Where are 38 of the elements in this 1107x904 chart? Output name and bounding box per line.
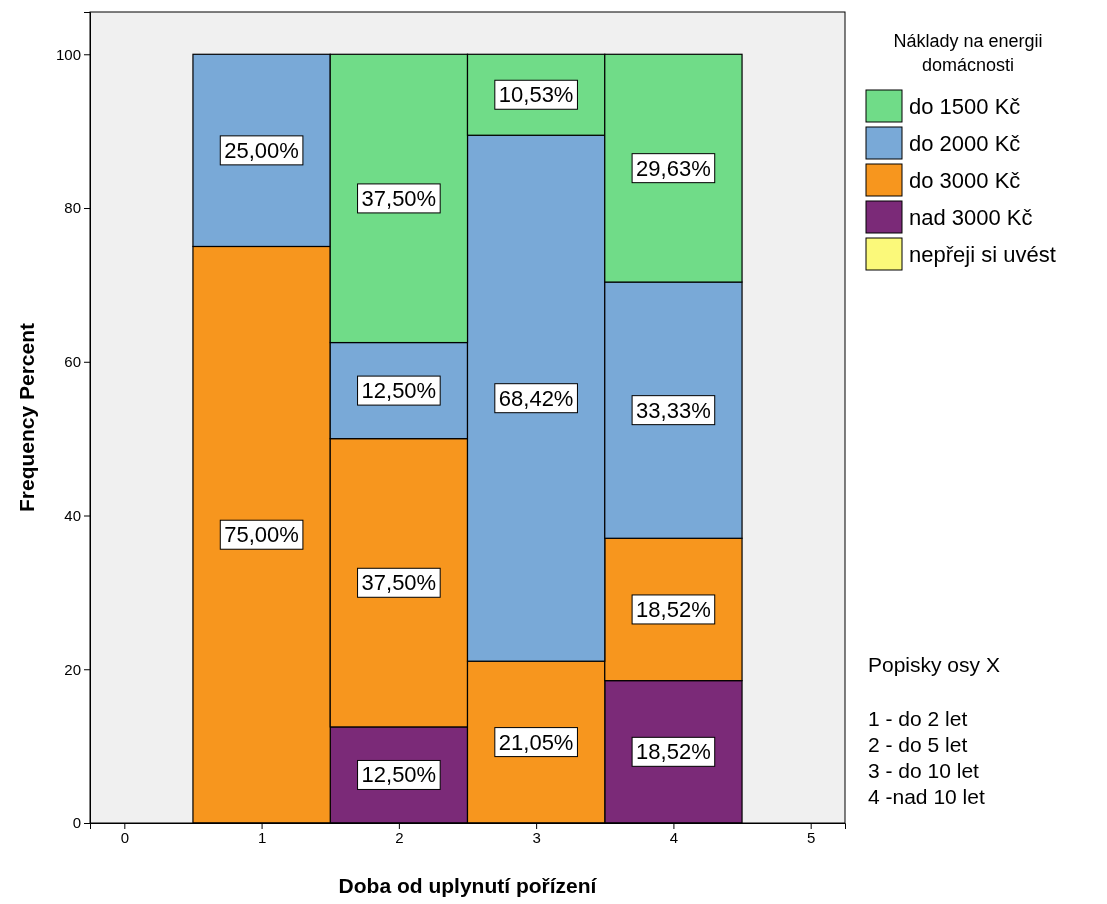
text: 1 - do 2 let <box>868 707 968 730</box>
y-tick-label: 20 <box>64 660 81 678</box>
x-tick-label: 4 <box>669 828 679 846</box>
text: 2 - do 5 let <box>868 733 968 756</box>
y-tick-label: 40 <box>64 506 81 524</box>
text: 4 -nad 10 let <box>868 785 985 808</box>
legend-title: Náklady na energii domácnosti <box>893 31 1043 75</box>
x-tick-label: 3 <box>532 828 541 846</box>
text: 3 - do 10 let <box>868 759 980 782</box>
legend-label: do 2000 Kč <box>909 131 1021 156</box>
data-label: 68,42% <box>498 385 574 411</box>
data-label: 37,50% <box>361 570 437 596</box>
y-tick-label: 80 <box>64 199 81 217</box>
data-label: 25,00% <box>224 137 299 163</box>
data-label: 12,50% <box>361 762 437 788</box>
y-tick-label: 60 <box>64 353 81 371</box>
data-label: 75,00% <box>224 522 299 548</box>
data-label: 18,52% <box>636 739 711 765</box>
data-label: 37,50% <box>361 185 437 211</box>
x-axis-title: Doba od uplynutí pořízení <box>338 874 598 897</box>
y-tick-label: 100 <box>55 45 81 63</box>
legend-label: nad 3000 Kč <box>909 205 1033 230</box>
y-axis-title: Frequency Percent <box>15 322 38 513</box>
legend-label: do 1500 Kč <box>909 94 1021 119</box>
data-label: 12,50% <box>361 378 437 404</box>
data-label: 33,33% <box>636 397 711 423</box>
data-label: 21,05% <box>498 729 574 755</box>
x-tick-label: 5 <box>807 828 816 846</box>
data-label: 18,52% <box>636 596 711 622</box>
x-tick-label: 2 <box>395 828 404 846</box>
y-tick-label: 0 <box>72 814 81 832</box>
data-label: 10,53% <box>498 82 574 108</box>
x-tick-label: 0 <box>120 828 129 846</box>
data-label: 29,63% <box>636 155 711 181</box>
text: Popisky osy X <box>868 653 1000 676</box>
legend-label: nepřeji si uvést <box>909 242 1056 267</box>
legend-label: do 3000 Kč <box>909 168 1021 193</box>
x-tick-label: 1 <box>257 828 267 846</box>
